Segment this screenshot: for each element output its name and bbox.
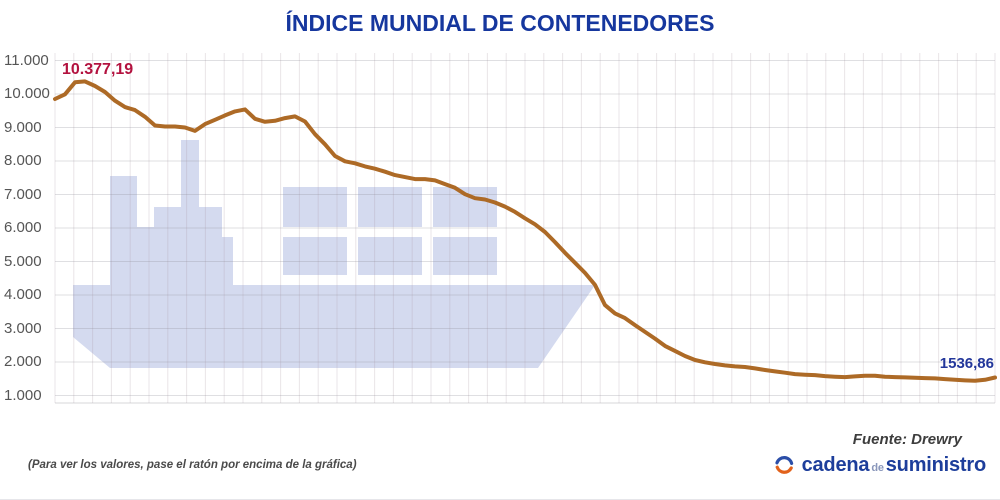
y-axis-tick: 2.000: [4, 353, 42, 370]
container-index-line-chart[interactable]: [0, 0, 1000, 430]
circular-arrows-icon: [773, 454, 796, 477]
last-value-label: 1536,86: [939, 355, 994, 372]
source-label: Fuente: Drewry: [852, 431, 962, 448]
index-line-series[interactable]: [53, 79, 997, 383]
y-axis-tick: 1.000: [4, 386, 42, 404]
brand-word-cadena: cadena: [801, 453, 870, 476]
brand-word-suministro: suministro: [885, 453, 986, 476]
y-axis-tick: 4.000: [4, 286, 42, 303]
ship-watermark: [73, 140, 595, 368]
y-axis-tick: 6.000: [4, 219, 42, 236]
y-axis-tick: 3.000: [4, 319, 42, 337]
y-axis-tick: 8.000: [4, 152, 42, 169]
hover-note: (Para ver los valores, pase el ratón por…: [28, 459, 357, 471]
y-axis-tick: 11.000: [4, 51, 49, 69]
y-axis-tick: 5.000: [4, 252, 42, 270]
brand-wordmark: cadena de suministro: [801, 453, 987, 477]
y-axis-tick: 9.000: [4, 118, 42, 136]
brand-word-de: de: [871, 461, 884, 474]
grid: [54, 53, 996, 404]
peak-value-label: 10.377,19: [62, 61, 134, 78]
y-axis-tick: 7.000: [4, 185, 42, 203]
page-title: ÍNDICE MUNDIAL DE CONTENEDORES: [285, 10, 715, 36]
chart-area[interactable]: 11.000 10.000 9.000 8.000 7.000 6.000 5.000 4.0…: [0, 0, 1000, 430]
y-axis-tick: 10.000: [4, 85, 50, 102]
brand-logo[interactable]: cadena de suministro: [773, 452, 986, 478]
